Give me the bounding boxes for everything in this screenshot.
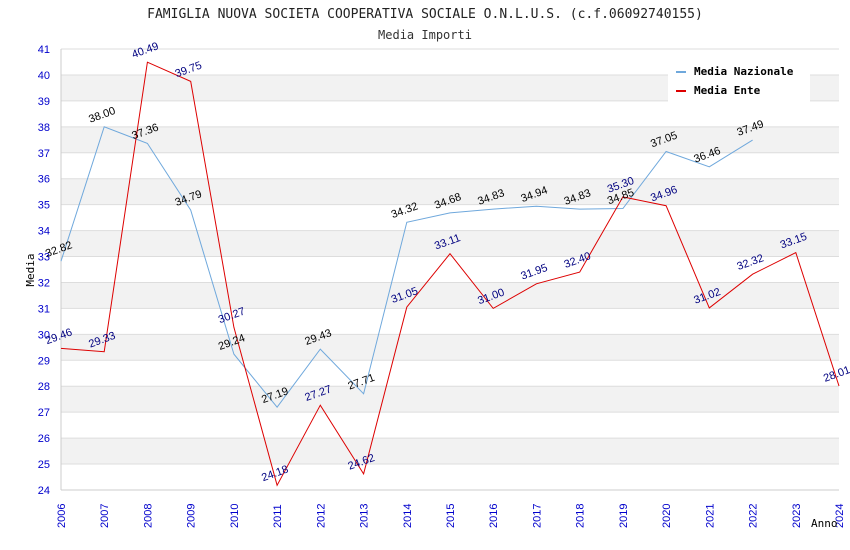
- x-tick-label: 2013: [359, 504, 371, 528]
- x-tick-label: 2019: [618, 504, 630, 528]
- y-tick-label: 30: [38, 329, 50, 341]
- grid-band: [61, 386, 839, 413]
- y-tick-label: 34: [38, 226, 50, 238]
- y-tick-label: 24: [38, 485, 50, 497]
- x-tick-label: 2008: [142, 504, 154, 528]
- y-tick-label: 35: [38, 200, 50, 212]
- chart-title: FAMIGLIA NUOVA SOCIETA COOPERATIVA SOCIA…: [147, 7, 703, 22]
- x-tick-label: 2018: [575, 504, 587, 528]
- x-tick-label: 2022: [748, 504, 760, 528]
- y-tick-label: 25: [38, 459, 50, 471]
- y-tick-label: 26: [38, 433, 50, 445]
- grid-band: [61, 126, 839, 153]
- grid-band: [61, 178, 839, 205]
- y-tick-label: 31: [38, 303, 50, 315]
- y-tick-label: 41: [38, 44, 50, 56]
- x-tick-label: 2012: [315, 504, 327, 528]
- x-tick-label: 2016: [488, 504, 500, 528]
- x-axis-label: Anno: [811, 517, 838, 530]
- grid-band: [61, 204, 839, 231]
- y-axis-label: Media: [24, 253, 37, 286]
- x-tick-label: 2023: [791, 504, 803, 528]
- legend: Media Nazionale Media Ente: [668, 60, 810, 102]
- grid-band: [61, 230, 839, 257]
- grid-band: [61, 152, 839, 179]
- legend-label-nazionale: Media Nazionale: [694, 65, 794, 78]
- series-line-media-nazionale: [60, 126, 753, 409]
- x-tick-label: 2024: [834, 504, 846, 528]
- grid-band: [61, 464, 839, 490]
- grid-band: [61, 282, 839, 309]
- y-tick-label: 29: [38, 355, 50, 367]
- x-tick-label: 2007: [99, 504, 111, 528]
- legend-label-ente: Media Ente: [694, 84, 761, 97]
- grid-band: [61, 360, 839, 387]
- legend-box: [668, 60, 810, 102]
- y-axis-ticks: 24 25 26 27 28 29 30 31 32 33 34 35 36 37 38 39 40 41: [38, 44, 50, 497]
- y-tick-label: 39: [38, 96, 50, 108]
- x-tick-label: 2010: [229, 504, 241, 528]
- x-tick-label: 2011: [272, 504, 284, 528]
- grid-band: [61, 334, 839, 361]
- y-tick-label: 28: [38, 381, 50, 393]
- x-tick-label: 2017: [531, 504, 543, 528]
- x-tick-label: 2014: [402, 504, 414, 528]
- plot-background: [60, 48, 839, 491]
- x-axis-ticks: 2006 2007 2008 2009 2010 2011 2012 2013 2014 2015…: [56, 504, 846, 528]
- y-tick-label: 37: [38, 148, 50, 160]
- grid-band: [61, 256, 839, 283]
- y-tick-label: 32: [38, 277, 50, 289]
- x-tick-label: 2021: [704, 504, 716, 528]
- y-tick-label: 33: [38, 252, 50, 264]
- x-tick-label: 2009: [186, 504, 198, 528]
- x-tick-label: 2006: [56, 504, 68, 528]
- x-tick-label: 2020: [661, 504, 673, 528]
- y-tick-label: 40: [38, 70, 50, 82]
- series-lines: [60, 61, 840, 487]
- y-tick-label: 36: [38, 174, 50, 186]
- y-tick-label: 38: [38, 122, 50, 134]
- grid-band: [61, 100, 839, 127]
- grid-band: [61, 412, 839, 439]
- x-tick-label: 2015: [445, 504, 457, 528]
- chart-subtitle: Media Importi: [378, 28, 472, 42]
- grid-band: [61, 438, 839, 465]
- grid-band: [61, 308, 839, 335]
- y-tick-label: 27: [38, 407, 50, 419]
- series-line-media-ente: [60, 61, 840, 487]
